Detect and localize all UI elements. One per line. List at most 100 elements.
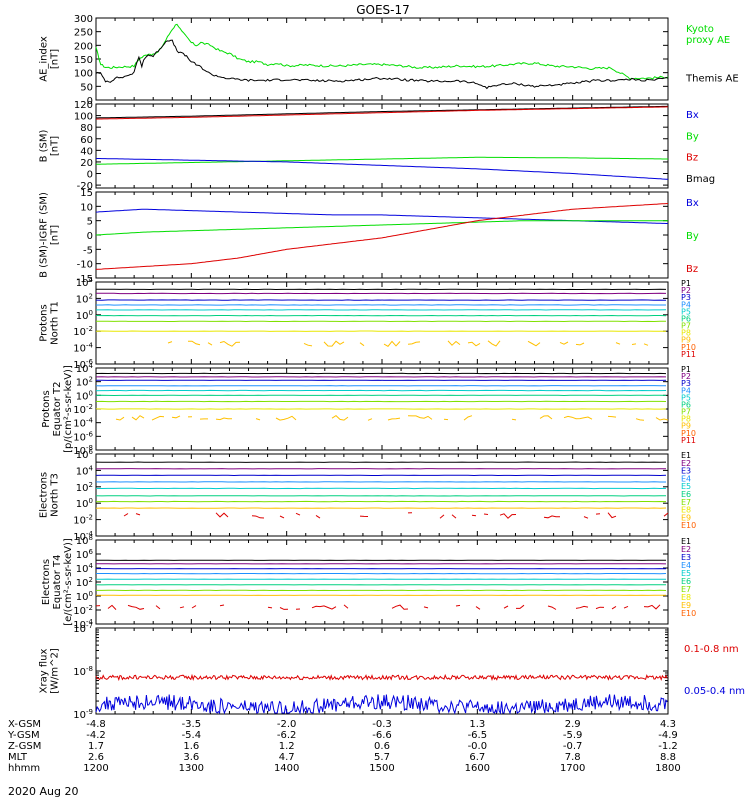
series-line bbox=[208, 343, 212, 345]
series-line bbox=[96, 221, 668, 235]
series-line bbox=[512, 419, 516, 420]
series-line bbox=[624, 606, 628, 608]
y-tick-label: 200 bbox=[74, 41, 93, 52]
y-tick-label: 10-4 bbox=[73, 417, 93, 430]
y-axis-label: ProtonsNorth T1 bbox=[39, 301, 61, 345]
series-line bbox=[96, 159, 668, 180]
ephemeris-value: 6.7 bbox=[469, 752, 485, 763]
y-tick-label: -10 bbox=[77, 260, 93, 271]
ephemeris-value: 1800 bbox=[655, 763, 680, 774]
series-line bbox=[192, 606, 196, 608]
series-line bbox=[548, 606, 556, 610]
legend-entry: Bmag bbox=[686, 174, 715, 185]
ephemeris-value: -0.3 bbox=[372, 719, 392, 730]
series-line bbox=[576, 343, 584, 345]
series-line bbox=[560, 342, 568, 344]
series-line bbox=[268, 607, 272, 608]
series-line bbox=[136, 514, 140, 515]
series-line bbox=[500, 514, 516, 518]
series-line bbox=[644, 605, 660, 609]
plot-title: GOES-17 bbox=[356, 3, 410, 17]
ephemeris-label: hhmm bbox=[8, 763, 40, 774]
y-tick-label: 104 bbox=[76, 562, 94, 575]
series-line bbox=[596, 607, 604, 608]
date-label: 2020 Aug 20 bbox=[8, 785, 78, 798]
series-line bbox=[528, 341, 540, 346]
series-line bbox=[368, 419, 372, 421]
ephemeris-value: 7.8 bbox=[565, 752, 581, 763]
series-line bbox=[664, 513, 668, 516]
legend-entry: Bz bbox=[686, 264, 698, 275]
y-axis-label: Xray flux[W/m^2] bbox=[39, 648, 61, 694]
series-line bbox=[360, 343, 364, 346]
series-line bbox=[576, 606, 588, 608]
y-axis-label: B (SM)[nT] bbox=[39, 129, 61, 162]
series-line bbox=[564, 416, 592, 419]
y-tick-label: 100 bbox=[76, 590, 93, 603]
ephemeris-value: 3.6 bbox=[183, 752, 199, 763]
panel-8: Xray flux[W/m^2]10-710-810-90.1-0.8 nm0.… bbox=[39, 622, 746, 721]
ephemeris-label: MLT bbox=[8, 752, 28, 763]
y-tick-label: 102 bbox=[76, 481, 93, 494]
panel-7: ElectronsEquator T4[e/(cm²-s-sr-keV)]108… bbox=[41, 534, 696, 631]
legend-entry: proxy AE bbox=[686, 35, 730, 46]
series-line bbox=[220, 605, 224, 606]
ephemeris-value: 1500 bbox=[369, 763, 394, 774]
series-line bbox=[504, 606, 508, 608]
y-tick-label: 120 bbox=[74, 100, 93, 111]
ephemeris-value: 1600 bbox=[465, 763, 490, 774]
series-line bbox=[216, 513, 228, 517]
series-line bbox=[456, 605, 460, 606]
series-line bbox=[584, 517, 588, 519]
ephemeris-value: -4.9 bbox=[658, 730, 678, 741]
series-line bbox=[172, 416, 180, 418]
series-line bbox=[96, 209, 668, 223]
series-line bbox=[132, 416, 144, 420]
y-tick-label: 15 bbox=[80, 188, 93, 199]
series-line bbox=[96, 40, 668, 88]
series-line bbox=[608, 416, 616, 417]
y-tick-label: 50 bbox=[80, 82, 93, 93]
ephemeris-value: 8.8 bbox=[660, 752, 676, 763]
legend-entry: Bx bbox=[686, 198, 699, 209]
y-tick-label: 100 bbox=[76, 389, 93, 402]
y-tick-label: 0 bbox=[87, 231, 93, 242]
series-line bbox=[188, 341, 200, 345]
series-line bbox=[220, 342, 240, 347]
ephemeris-value: 5.7 bbox=[374, 752, 390, 763]
ephemeris-value: 1.2 bbox=[279, 741, 295, 752]
series-line bbox=[332, 416, 348, 421]
y-tick-label: 10-2 bbox=[73, 403, 93, 416]
legend-entry: Kyoto bbox=[686, 24, 714, 35]
y-tick-label: 10 bbox=[80, 202, 93, 213]
ephemeris-value: -6.5 bbox=[468, 730, 488, 741]
series-line bbox=[296, 513, 300, 515]
series-line bbox=[484, 514, 488, 515]
series-line bbox=[324, 341, 344, 346]
series-line bbox=[616, 343, 620, 345]
series-line bbox=[180, 607, 184, 608]
series-line bbox=[472, 515, 476, 516]
series-line bbox=[128, 605, 144, 609]
panel-frame bbox=[96, 540, 668, 624]
legend-entry: E10 bbox=[681, 521, 696, 530]
ephemeris-value: 2.6 bbox=[88, 752, 104, 763]
ephemeris-value: -6.2 bbox=[277, 730, 297, 741]
ephemeris-value: -3.5 bbox=[182, 719, 202, 730]
series-line bbox=[116, 417, 124, 420]
ephemeris-value: 1700 bbox=[560, 763, 585, 774]
legend-entry: Bz bbox=[686, 153, 698, 164]
series-line bbox=[488, 341, 500, 346]
y-tick-label: 100 bbox=[74, 112, 93, 123]
series-line bbox=[440, 515, 444, 518]
series-line bbox=[608, 513, 616, 518]
ephemeris-value: -4.8 bbox=[86, 719, 106, 730]
series-line bbox=[256, 419, 260, 420]
series-line bbox=[644, 344, 648, 346]
series-line bbox=[392, 605, 408, 609]
y-tick-label: 100 bbox=[76, 309, 93, 322]
y-tick-label: 102 bbox=[76, 576, 93, 589]
series-line bbox=[316, 515, 320, 518]
